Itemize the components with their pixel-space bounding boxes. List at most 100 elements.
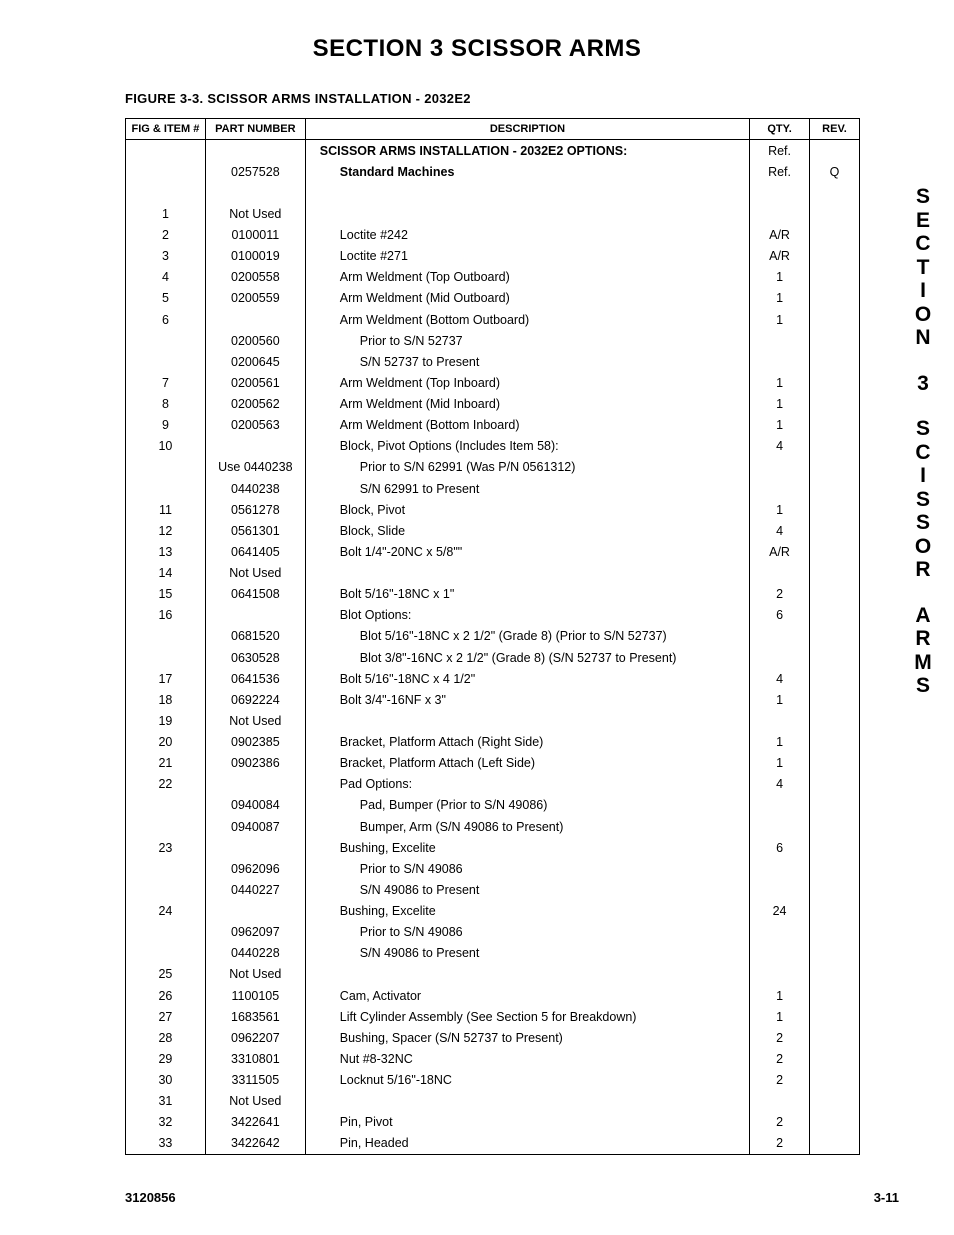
cell-rev [810, 330, 860, 351]
cell-part-number: 0681520 [205, 626, 305, 647]
table-row: 10Block, Pivot Options (Includes Item 58… [126, 436, 860, 457]
cell-part-number: 0902386 [205, 753, 305, 774]
table-row: 293310801Nut #8-32NC2 [126, 1048, 860, 1069]
cell-part-number [205, 837, 305, 858]
side-tab-char: O [912, 303, 934, 327]
cell-qty: A/R [750, 225, 810, 246]
cell-fig [126, 922, 206, 943]
cell-description [305, 182, 749, 203]
cell-qty: 1 [750, 732, 810, 753]
cell-fig [126, 626, 206, 647]
table-row: 210902386Bracket, Platform Attach (Left … [126, 753, 860, 774]
cell-part-number [205, 309, 305, 330]
table-row: 130641405Bolt 1/4"-20NC x 5/8""A/R [126, 541, 860, 562]
cell-part-number: 0440228 [205, 943, 305, 964]
table-row: 22Pad Options:4 [126, 774, 860, 795]
cell-rev [810, 584, 860, 605]
cell-part-number: 0641405 [205, 541, 305, 562]
cell-description: Blot Options: [305, 605, 749, 626]
cell-description: Prior to S/N 49086 [305, 858, 749, 879]
cell-fig [126, 457, 206, 478]
cell-qty: A/R [750, 541, 810, 562]
table-row: Use 0440238Prior to S/N 62991 (Was P/N 0… [126, 457, 860, 478]
table-row: 90200563Arm Weldment (Bottom Inboard)1 [126, 415, 860, 436]
table-row: 1Not Used [126, 203, 860, 224]
cell-rev [810, 626, 860, 647]
cell-part-number: 0200645 [205, 351, 305, 372]
table-row: 0440238S/N 62991 to Present [126, 478, 860, 499]
cell-part-number [205, 901, 305, 922]
cell-rev [810, 541, 860, 562]
cell-part-number: 1683561 [205, 1006, 305, 1027]
cell-description: Arm Weldment (Top Outboard) [305, 267, 749, 288]
cell-description: Bolt 3/4"-16NF x 3" [305, 689, 749, 710]
cell-part-number: 0641508 [205, 584, 305, 605]
table-row: 271683561Lift Cylinder Assembly (See Sec… [126, 1006, 860, 1027]
side-tab-char: I [912, 279, 934, 303]
cell-qty [750, 858, 810, 879]
cell-rev [810, 795, 860, 816]
cell-rev [810, 140, 860, 162]
cell-qty: 2 [750, 1027, 810, 1048]
cell-qty: Ref. [750, 140, 810, 162]
cell-qty [750, 626, 810, 647]
cell-description [305, 964, 749, 985]
cell-qty: 2 [750, 1112, 810, 1133]
cell-description: Bushing, Spacer (S/N 52737 to Present) [305, 1027, 749, 1048]
cell-rev [810, 394, 860, 415]
cell-description: Cam, Activator [305, 985, 749, 1006]
cell-rev [810, 436, 860, 457]
cell-description: Prior to S/N 49086 [305, 922, 749, 943]
cell-qty: 2 [750, 1133, 810, 1155]
table-row: 0940087Bumper, Arm (S/N 49086 to Present… [126, 816, 860, 837]
side-tab-char [912, 395, 934, 417]
cell-qty: 4 [750, 520, 810, 541]
side-tab-char: T [912, 256, 934, 280]
cell-qty: 4 [750, 436, 810, 457]
cell-qty: 1 [750, 267, 810, 288]
side-tab-char: M [912, 651, 934, 675]
cell-description: Blot 3/8"-16NC x 2 1/2" (Grade 8) (S/N 5… [305, 647, 749, 668]
cell-description: Arm Weldment (Mid Outboard) [305, 288, 749, 309]
cell-part-number [205, 774, 305, 795]
cell-fig: 12 [126, 520, 206, 541]
side-tab-char: O [912, 535, 934, 559]
table-row: 80200562Arm Weldment (Mid Inboard)1 [126, 394, 860, 415]
cell-rev [810, 943, 860, 964]
cell-qty [750, 647, 810, 668]
cell-part-number: 3422641 [205, 1112, 305, 1133]
parts-table: FIG & ITEM # PART NUMBER DESCRIPTION QTY… [125, 118, 860, 1155]
cell-rev: Q [810, 161, 860, 182]
page: SECTION 3 SCISSOR ARMS FIGURE 3-3. SCISS… [0, 0, 954, 1235]
cell-fig: 1 [126, 203, 206, 224]
cell-description [305, 203, 749, 224]
cell-qty [750, 478, 810, 499]
cell-part-number: 0561301 [205, 520, 305, 541]
cell-rev [810, 499, 860, 520]
cell-fig: 27 [126, 1006, 206, 1027]
col-header-qty: QTY. [750, 119, 810, 140]
cell-part-number: 0561278 [205, 499, 305, 520]
cell-rev [810, 563, 860, 584]
footer-doc-number: 3120856 [125, 1190, 176, 1205]
cell-rev [810, 816, 860, 837]
cell-description: Block, Pivot [305, 499, 749, 520]
table-row: 0962096Prior to S/N 49086 [126, 858, 860, 879]
table-row: 200902385Bracket, Platform Attach (Right… [126, 732, 860, 753]
cell-fig: 13 [126, 541, 206, 562]
cell-qty: 1 [750, 415, 810, 436]
cell-qty [750, 1091, 810, 1112]
cell-description: Bumper, Arm (S/N 49086 to Present) [305, 816, 749, 837]
side-tab-char: A [912, 604, 934, 628]
cell-fig: 22 [126, 774, 206, 795]
cell-fig: 14 [126, 563, 206, 584]
cell-description: Bolt 1/4"-20NC x 5/8"" [305, 541, 749, 562]
cell-fig: 9 [126, 415, 206, 436]
cell-part-number: 1100105 [205, 985, 305, 1006]
cell-fig [126, 816, 206, 837]
cell-qty [750, 879, 810, 900]
cell-qty: 1 [750, 372, 810, 393]
cell-fig: 8 [126, 394, 206, 415]
cell-rev [810, 225, 860, 246]
cell-part-number: Not Used [205, 710, 305, 731]
